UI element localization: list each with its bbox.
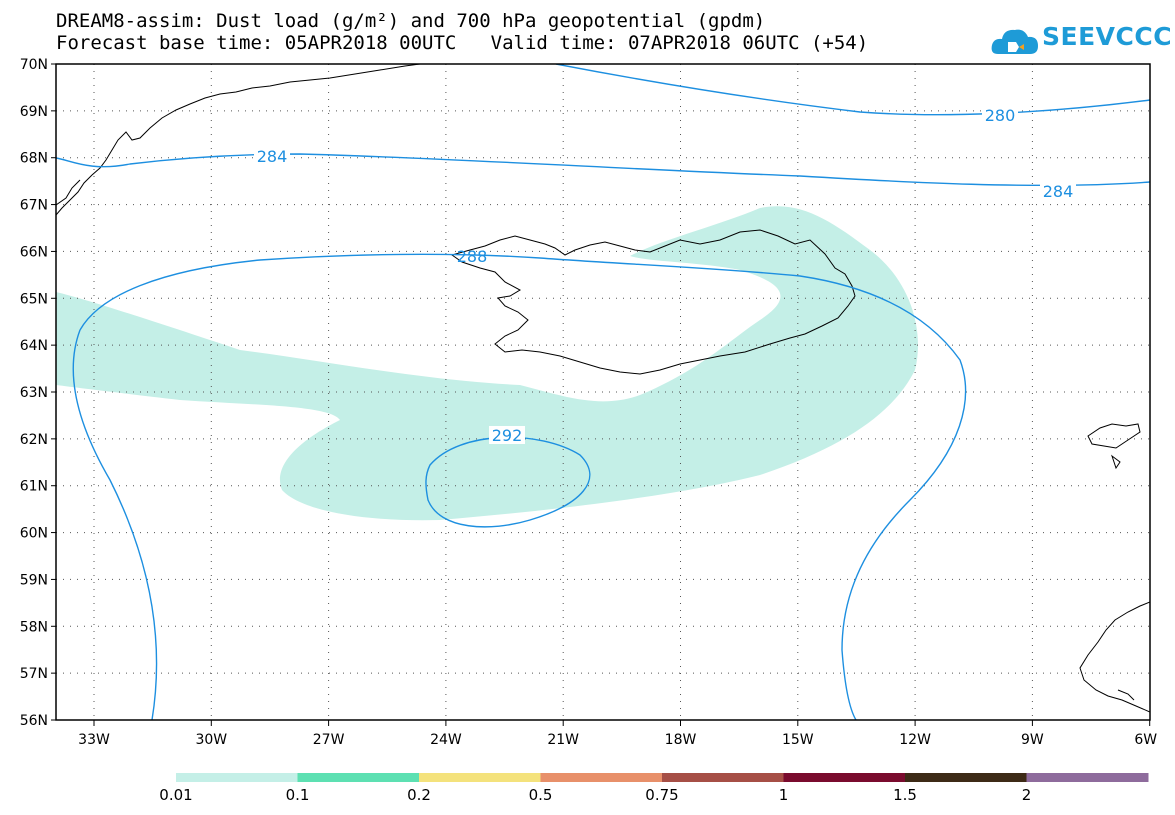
legend-label: 0.2 <box>407 786 431 804</box>
lon-label: 9W <box>1021 732 1044 748</box>
coastline <box>56 64 1150 713</box>
lon-label: 33W <box>78 732 110 748</box>
lon-label: 24W <box>430 732 462 748</box>
contour-280 <box>555 64 1150 116</box>
longitude-axis: 33W 30W 27W 24W 21W 18W 15W 12W 9W 6W <box>78 720 1157 748</box>
lat-label: 58N <box>20 619 48 635</box>
lon-label: 15W <box>782 732 814 748</box>
contour-label-284-west: 284 <box>257 147 288 166</box>
legend-swatch <box>905 773 1027 782</box>
legend-swatch <box>297 773 420 782</box>
lat-label: 56N <box>20 713 48 729</box>
lon-label: 27W <box>313 732 345 748</box>
legend-label: 0.75 <box>645 786 678 804</box>
legend-swatch <box>662 773 784 782</box>
contour-label-288: 288 <box>457 247 488 266</box>
legend-swatch <box>419 773 541 782</box>
legend-swatch <box>1026 773 1149 782</box>
legend-label: 2 <box>1022 786 1032 804</box>
dust-load-legend: 0.01 0.1 0.2 0.5 0.75 1 1.5 2 <box>159 773 1149 804</box>
contour-label-280: 280 <box>985 106 1016 125</box>
lat-label: 57N <box>20 666 48 682</box>
contour-288-west <box>72 329 158 720</box>
lat-label: 67N <box>20 198 48 214</box>
legend-label: 1 <box>779 786 789 804</box>
lon-label: 6W <box>1134 732 1157 748</box>
latitude-axis: 70N 69N 68N 67N 66N 65N 64N 63N 62N 61N 60N 59N 58N 5… <box>20 57 56 729</box>
legend-label: 1.5 <box>893 786 917 804</box>
legend-label: 0.5 <box>529 786 553 804</box>
legend-swatch <box>540 773 663 782</box>
legend-label: 0.1 <box>286 786 310 804</box>
geopotential-contours <box>56 64 1150 720</box>
lat-label: 65N <box>20 291 48 307</box>
lat-label: 64N <box>20 338 48 354</box>
legend-swatch <box>783 773 906 782</box>
logo-text: SEEVCCC <box>1042 22 1173 51</box>
lat-label: 59N <box>20 572 48 588</box>
map-title: DREAM8-assim: Dust load (g/m²) and 700 h… <box>56 10 766 32</box>
map-subtitle: Forecast base time: 05APR2018 00UTC Vali… <box>56 32 869 54</box>
lon-label: 12W <box>899 732 931 748</box>
legend-swatch <box>176 773 298 782</box>
dust-load-area <box>56 206 918 521</box>
lon-label: 30W <box>195 732 227 748</box>
lat-label: 62N <box>20 432 48 448</box>
lat-label: 70N <box>20 57 48 73</box>
contour-label-292: 292 <box>492 426 523 445</box>
contour-288 <box>79 253 967 720</box>
graticule <box>56 64 1150 720</box>
contour-label-group: 280 284 284 288 292 <box>254 106 1076 445</box>
lat-label: 63N <box>20 385 48 401</box>
contour-284-north <box>56 153 1150 187</box>
cloud-logo-icon <box>991 29 1038 54</box>
legend-label: 0.01 <box>159 786 192 804</box>
lat-label: 61N <box>20 479 48 495</box>
lon-label: 18W <box>665 732 697 748</box>
lon-label: 21W <box>547 732 579 748</box>
contour-label-284-east: 284 <box>1043 182 1074 201</box>
lat-label: 66N <box>20 244 48 260</box>
lat-label: 68N <box>20 151 48 167</box>
lat-label: 69N <box>20 104 48 120</box>
lat-label: 60N <box>20 526 48 542</box>
